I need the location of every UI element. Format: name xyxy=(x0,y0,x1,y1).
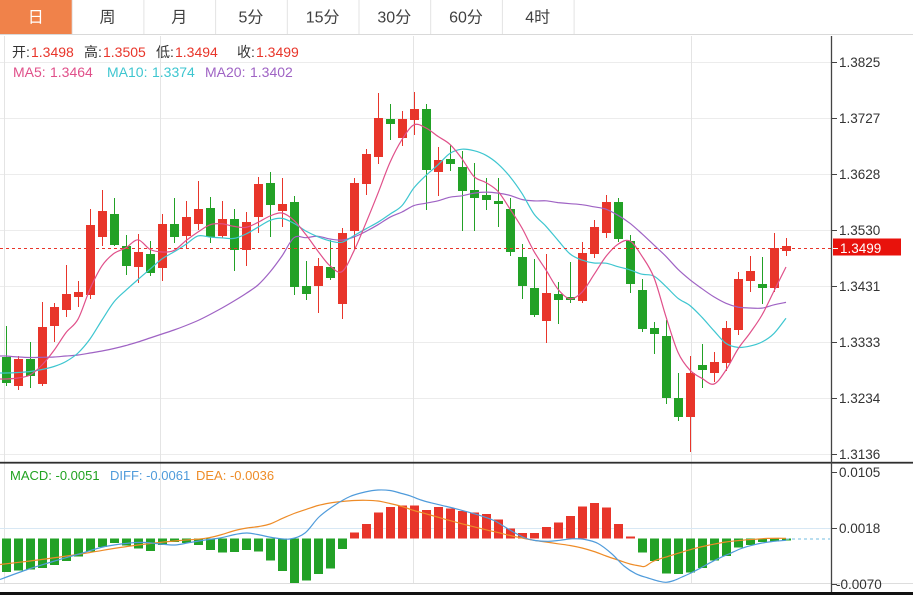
svg-text:1.3499: 1.3499 xyxy=(840,241,881,256)
svg-text:高:: 高: xyxy=(84,44,102,60)
svg-text:月: 月 xyxy=(171,10,187,27)
svg-text:1.3402: 1.3402 xyxy=(250,64,293,80)
svg-text:15分: 15分 xyxy=(306,9,340,27)
svg-text:1.3628: 1.3628 xyxy=(839,167,880,182)
svg-text:1.3825: 1.3825 xyxy=(839,55,880,70)
svg-text:1.3499: 1.3499 xyxy=(256,44,299,60)
svg-text:1.3505: 1.3505 xyxy=(103,44,146,60)
svg-text:1.3333: 1.3333 xyxy=(839,335,880,350)
svg-text:5分: 5分 xyxy=(238,9,263,27)
svg-text:30分: 30分 xyxy=(377,9,411,27)
svg-text:1.3727: 1.3727 xyxy=(839,111,880,126)
svg-text:1.3464: 1.3464 xyxy=(50,64,93,80)
svg-text:DEA: -0.0036: DEA: -0.0036 xyxy=(196,468,274,483)
svg-text:MA5:: MA5: xyxy=(13,64,46,80)
svg-text:-0.0070: -0.0070 xyxy=(836,577,882,592)
svg-text:0.0105: 0.0105 xyxy=(839,465,880,480)
svg-text:1.3498: 1.3498 xyxy=(31,44,74,60)
svg-text:MACD: -0.0051: MACD: -0.0051 xyxy=(10,468,100,483)
svg-text:1.3431: 1.3431 xyxy=(839,279,880,294)
svg-text:1.3530: 1.3530 xyxy=(839,223,880,238)
svg-text:周: 周 xyxy=(99,10,115,27)
svg-text:MA10:: MA10: xyxy=(107,64,147,80)
svg-text:日: 日 xyxy=(28,10,44,27)
svg-text:DIFF: -0.0061: DIFF: -0.0061 xyxy=(110,468,190,483)
svg-text:开:: 开: xyxy=(12,44,30,60)
svg-text:收:: 收: xyxy=(237,44,255,60)
svg-text:1.3234: 1.3234 xyxy=(839,391,881,406)
svg-text:0.0018: 0.0018 xyxy=(839,521,880,536)
svg-text:1.3374: 1.3374 xyxy=(152,64,195,80)
svg-text:1.3136: 1.3136 xyxy=(839,447,880,462)
svg-text:MA20:: MA20: xyxy=(205,64,245,80)
svg-text:低:: 低: xyxy=(156,44,174,60)
svg-text:1.3494: 1.3494 xyxy=(175,44,218,60)
svg-text:4时: 4时 xyxy=(525,9,550,27)
svg-text:60分: 60分 xyxy=(449,9,483,27)
